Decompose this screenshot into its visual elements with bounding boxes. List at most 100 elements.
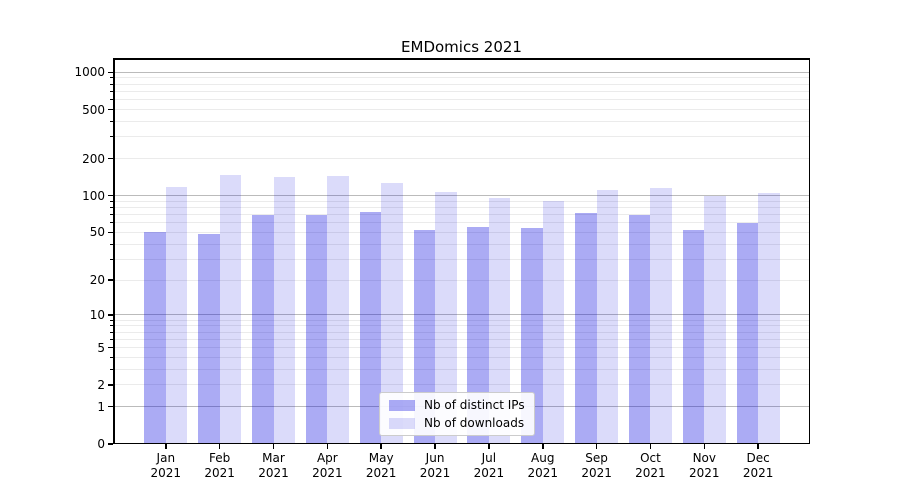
y-minor-tick-mark xyxy=(110,368,113,370)
y-gridline-minor xyxy=(113,207,810,209)
plot-area: Nb of distinct IPs Nb of downloads 0 1 2 5 10… xyxy=(74,58,810,480)
bar-distinct-ips xyxy=(736,222,759,444)
x-tick-label: Sep 2021 xyxy=(565,451,629,481)
legend-label: Nb of downloads xyxy=(424,416,525,430)
y-tick-label: 0 xyxy=(97,437,105,451)
x-tick-label: Jun 2021 xyxy=(403,451,467,481)
x-tick-month: Dec xyxy=(746,451,770,465)
x-tick-label: Jan 2021 xyxy=(134,451,198,481)
y-minor-tick-mark xyxy=(110,222,113,224)
y-gridline-minor xyxy=(113,99,810,101)
x-tick-year: 2021 xyxy=(204,466,235,480)
x-tick-label: Feb 2021 xyxy=(188,451,252,481)
y-tick-label: 500 xyxy=(82,102,105,117)
x-tick-label: May 2021 xyxy=(349,451,413,481)
y-minor-tick-mark xyxy=(110,258,113,260)
bar-downloads xyxy=(219,174,242,444)
y-minor-tick-mark xyxy=(110,121,113,123)
y-minor-tick-mark xyxy=(110,243,113,245)
y-minor-tick-mark xyxy=(110,325,113,327)
y-tick-mark xyxy=(108,405,113,408)
x-tick-mark xyxy=(649,444,652,449)
y-minor-tick-mark xyxy=(110,90,113,92)
y-tick-mark xyxy=(108,108,113,111)
bar-distinct-ips xyxy=(198,233,220,444)
x-tick-month: Aug xyxy=(531,451,555,465)
chart-title: EMDomics 2021 xyxy=(401,38,522,56)
bar-distinct-ips xyxy=(305,215,328,444)
x-tick-year: 2021 xyxy=(312,466,343,480)
x-tick-year: 2021 xyxy=(150,466,182,480)
y-gridline-major xyxy=(113,71,810,73)
x-tick-month: Mar xyxy=(262,451,285,465)
y-tick-label: 10 xyxy=(89,307,105,322)
x-tick-label: Jul 2021 xyxy=(457,451,521,481)
y-minor-tick-mark xyxy=(110,77,113,79)
y-gridline-minor xyxy=(113,338,810,340)
y-tick-mark xyxy=(108,231,113,234)
bar-distinct-ips xyxy=(359,212,382,444)
x-tick-month: Jul xyxy=(481,451,497,465)
x-tick-year: 2021 xyxy=(473,466,505,480)
bar-downloads xyxy=(488,197,511,444)
bar-downloads xyxy=(758,192,780,444)
y-tick-mark xyxy=(108,157,113,160)
x-tick-month: Apr xyxy=(316,451,338,465)
y-gridline-minor xyxy=(113,279,810,281)
bar-distinct-ips xyxy=(575,213,597,444)
x-tick-label: Mar 2021 xyxy=(242,451,306,481)
bar-downloads xyxy=(596,189,619,444)
axis-bottom-spine xyxy=(113,442,810,444)
x-tick-year: 2021 xyxy=(419,466,451,480)
y-gridline-minor xyxy=(113,83,810,85)
y-tick-label: 1000 xyxy=(74,65,105,80)
bar-distinct-ips xyxy=(252,214,274,444)
y-gridline-major xyxy=(113,314,810,316)
y-gridline-minor xyxy=(113,368,810,370)
x-tick-mark xyxy=(326,444,329,449)
y-gridline-major xyxy=(113,195,810,197)
x-tick-label: Apr 2021 xyxy=(295,451,359,481)
axis-right-spine xyxy=(808,58,810,444)
y-gridline-minor xyxy=(113,214,810,216)
y-tick-label: 50 xyxy=(89,225,105,240)
y-minor-tick-mark xyxy=(110,319,113,321)
bar-downloads xyxy=(650,187,672,444)
axis-left-spine xyxy=(113,58,115,444)
bar-downloads xyxy=(435,191,457,444)
x-tick-mark xyxy=(380,444,382,449)
x-tick-year: 2021 xyxy=(365,466,397,480)
y-tick-mark xyxy=(108,71,113,74)
y-minor-tick-mark xyxy=(110,338,113,340)
x-tick-year: 2021 xyxy=(635,466,666,480)
x-tick-year: 2021 xyxy=(258,466,289,480)
y-tick-mark xyxy=(108,314,113,316)
bar-distinct-ips xyxy=(467,227,489,444)
y-tick-mark xyxy=(108,346,113,349)
x-tick-label: Dec 2021 xyxy=(726,451,790,481)
y-tick-label: 5 xyxy=(97,340,105,355)
x-tick-mark xyxy=(165,444,167,449)
bar-distinct-ips xyxy=(413,230,436,444)
x-tick-month: May xyxy=(368,451,394,465)
y-gridline-minor xyxy=(113,319,810,321)
legend-swatch-icon xyxy=(389,417,415,429)
y-tick-label: 1 xyxy=(97,399,105,414)
x-tick-mark xyxy=(272,444,275,449)
y-gridline-minor xyxy=(113,136,810,138)
bar-distinct-ips xyxy=(628,214,651,444)
x-tick-year: 2021 xyxy=(742,466,774,480)
legend-entry: Nb of downloads xyxy=(389,416,525,430)
axis-top-spine xyxy=(113,58,810,60)
x-tick-year: 2021 xyxy=(527,466,559,480)
bar-distinct-ips xyxy=(682,230,705,444)
y-gridline-minor xyxy=(113,121,810,123)
x-tick-mark xyxy=(488,444,490,449)
bar-downloads xyxy=(704,195,726,444)
x-tick-month: Jun xyxy=(425,451,445,465)
y-minor-tick-mark xyxy=(110,214,113,216)
x-tick-month: Feb xyxy=(209,451,231,465)
y-gridline-minor xyxy=(113,384,810,386)
y-gridline-minor xyxy=(113,243,810,245)
